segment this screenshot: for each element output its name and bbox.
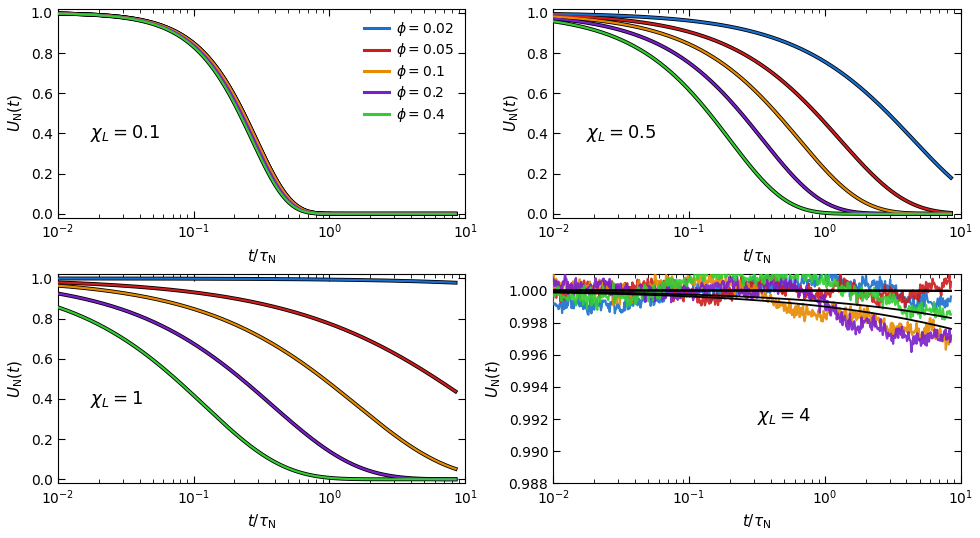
X-axis label: $t/\tau_\mathrm{N}$: $t/\tau_\mathrm{N}$ [742, 247, 771, 266]
Text: $\chi_L = 0.1$: $\chi_L = 0.1$ [90, 123, 161, 144]
X-axis label: $t/\tau_\mathrm{N}$: $t/\tau_\mathrm{N}$ [247, 512, 276, 531]
Text: $\chi_L = 1$: $\chi_L = 1$ [90, 389, 143, 410]
Text: $\chi_L = 4$: $\chi_L = 4$ [757, 406, 810, 427]
X-axis label: $t/\tau_\mathrm{N}$: $t/\tau_\mathrm{N}$ [247, 247, 276, 266]
Y-axis label: $U_\mathrm{N}(t)$: $U_\mathrm{N}(t)$ [484, 360, 503, 398]
X-axis label: $t/\tau_\mathrm{N}$: $t/\tau_\mathrm{N}$ [742, 512, 771, 531]
Y-axis label: $U_\mathrm{N}(t)$: $U_\mathrm{N}(t)$ [503, 94, 520, 132]
Text: $\chi_L = 0.5$: $\chi_L = 0.5$ [586, 123, 656, 144]
Legend: $\phi = 0.02$, $\phi = 0.05$, $\phi = 0.1$, $\phi = 0.2$, $\phi = 0.4$: $\phi = 0.02$, $\phi = 0.05$, $\phi = 0.… [360, 16, 459, 128]
Y-axis label: $U_\mathrm{N}(t)$: $U_\mathrm{N}(t)$ [7, 360, 25, 398]
Y-axis label: $U_\mathrm{N}(t)$: $U_\mathrm{N}(t)$ [7, 94, 25, 132]
